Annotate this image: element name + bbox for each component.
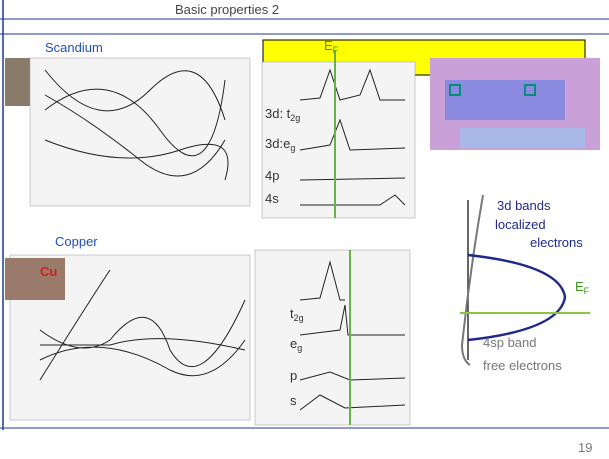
band-plot	[30, 58, 250, 206]
label-subscript: 2g	[290, 113, 300, 123]
label-text: 4s	[265, 191, 279, 206]
dos-label: 4s	[265, 191, 279, 206]
d-band-curve	[468, 255, 565, 340]
label-text: e	[290, 336, 297, 351]
sp-band-label: free electrons	[483, 358, 562, 373]
label-text: 3d:e	[265, 136, 290, 151]
element-title: Copper	[55, 234, 98, 249]
body: Basic properties 2 Scandium Sc EF 3d: t2…	[0, 0, 609, 459]
element-title: Scandium	[45, 40, 103, 55]
slide: Basic properties 2 Scandium Sc EF 3d: t2…	[0, 0, 609, 459]
page: Slide {"header": {"title": "Basic proper…	[0, 0, 609, 459]
d-band-label: localized	[495, 217, 546, 232]
fermi-label: EF	[575, 279, 590, 296]
label-subscript: g	[297, 343, 302, 353]
dos-label: p	[290, 368, 297, 383]
d-band-label: 3d bands	[497, 198, 551, 213]
periodic-table-f-block	[460, 128, 585, 148]
label-text: 3d: t	[265, 106, 291, 121]
periodic-table-d-block	[445, 80, 565, 120]
label-subscript: g	[290, 143, 295, 153]
element-symbol: Cu	[40, 264, 57, 279]
slide-title: Basic properties 2	[175, 2, 279, 17]
dos-label: 4p	[265, 168, 279, 183]
page-number: 19	[578, 440, 592, 455]
label-text: p	[290, 368, 297, 383]
sp-band-label: 4sp band	[483, 335, 537, 350]
label-subscript: 2g	[294, 313, 304, 323]
label-text: s	[290, 393, 297, 408]
dos-plot	[255, 250, 410, 425]
d-band-label: electrons	[530, 235, 583, 250]
dos-label: s	[290, 393, 297, 408]
label-text: 4p	[265, 168, 279, 183]
